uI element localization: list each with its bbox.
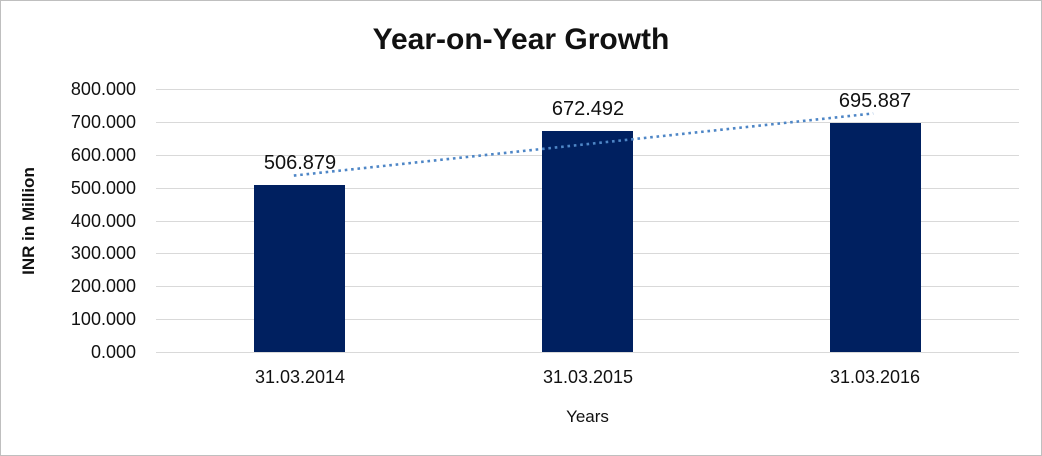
- data-label: 672.492: [551, 98, 625, 120]
- bar: [542, 131, 633, 352]
- y-tick-label: 300.000: [70, 243, 136, 263]
- x-axis-title: Years: [566, 407, 609, 426]
- bar: [830, 123, 921, 352]
- y-tick-label: 200.000: [70, 276, 136, 296]
- y-tick-label: 0.000: [90, 342, 136, 362]
- y-tick-label: 400.000: [70, 211, 136, 231]
- x-tick-label: 31.03.2015: [542, 367, 634, 387]
- data-label: 506.879: [263, 152, 337, 174]
- y-tick-label: 500.000: [70, 178, 136, 198]
- y-tick-label: 800.000: [70, 79, 136, 99]
- bar: [254, 185, 345, 352]
- chart-title: Year-on-Year Growth: [372, 23, 670, 56]
- x-tick-label: 31.03.2016: [829, 367, 921, 387]
- gridline: [156, 89, 1019, 90]
- gridline: [156, 352, 1019, 353]
- data-label: 695.887: [838, 90, 912, 112]
- x-tick-label: 31.03.2014: [254, 367, 346, 387]
- y-tick-label: 100.000: [70, 309, 136, 329]
- y-tick-label: 600.000: [70, 145, 136, 165]
- y-tick-label: 700.000: [70, 112, 136, 132]
